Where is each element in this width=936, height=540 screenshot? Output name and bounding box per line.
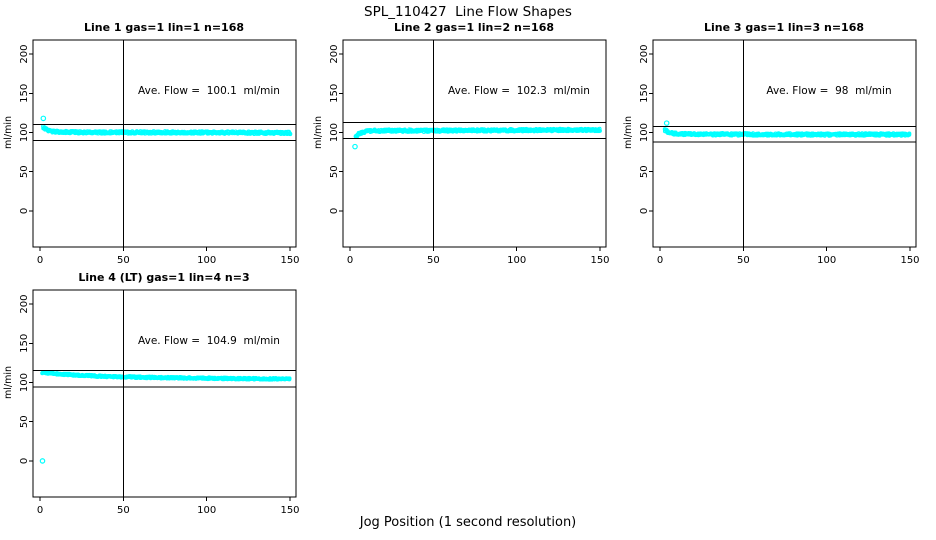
subplot-3-title: Line 3 gas=1 lin=3 n=168 [703, 21, 865, 34]
svg-text:200: 200 [19, 45, 30, 64]
svg-text:100: 100 [329, 123, 340, 142]
svg-text:100: 100 [817, 255, 836, 266]
svg-text:100: 100 [507, 255, 526, 266]
subplot-4: 0 50 100 150 0 50 100 150 200 ml/min [3, 289, 300, 516]
subplot-3: 0 50 100 150 0 50 100 150 200 ml/min [623, 39, 920, 266]
svg-text:150: 150 [639, 84, 650, 103]
svg-text:100: 100 [197, 505, 216, 516]
subplot-2: 0 50 100 150 0 50 100 150 200 ml/min [313, 39, 610, 266]
svg-text:0: 0 [639, 208, 650, 214]
svg-text:150: 150 [280, 255, 299, 266]
subplot-1: 0 50 100 150 0 50 100 150 200 ml/min [3, 39, 300, 266]
subplot-4-ave-flow-annotation: Ave. Flow = 104.9 ml/min [138, 335, 280, 347]
svg-text:150: 150 [900, 255, 919, 266]
svg-text:50: 50 [117, 255, 130, 266]
svg-text:50: 50 [117, 505, 130, 516]
svg-text:150: 150 [280, 505, 299, 516]
page-title: SPL_110427 Line Flow Shapes [364, 4, 572, 20]
svg-text:100: 100 [197, 255, 216, 266]
svg-text:ml/min: ml/min [623, 116, 634, 149]
svg-text:100: 100 [19, 373, 30, 392]
svg-text:50: 50 [427, 255, 440, 266]
subplot-2-title: Line 2 gas=1 lin=2 n=168 [393, 21, 555, 34]
svg-text:0: 0 [19, 208, 30, 214]
svg-text:0: 0 [37, 255, 43, 266]
svg-text:100: 100 [19, 123, 30, 142]
x-axis-label: Jog Position (1 second resolution) [359, 515, 577, 530]
subplot-3-ave-flow-annotation: Ave. Flow = 98 ml/min [766, 85, 892, 97]
svg-text:0: 0 [329, 208, 340, 214]
svg-text:150: 150 [329, 84, 340, 103]
svg-text:0: 0 [37, 505, 43, 516]
svg-text:ml/min: ml/min [3, 116, 14, 149]
svg-text:50: 50 [19, 415, 30, 428]
svg-text:200: 200 [639, 45, 650, 64]
subplot-1-title: Line 1 gas=1 lin=1 n=168 [83, 21, 245, 34]
svg-text:0: 0 [657, 255, 663, 266]
svg-text:0: 0 [19, 458, 30, 464]
svg-text:0: 0 [347, 255, 353, 266]
svg-text:150: 150 [590, 255, 609, 266]
svg-text:50: 50 [329, 165, 340, 178]
svg-text:50: 50 [19, 165, 30, 178]
svg-text:ml/min: ml/min [3, 366, 14, 399]
svg-text:200: 200 [19, 295, 30, 314]
svg-text:200: 200 [329, 45, 340, 64]
subplot-1-ave-flow-annotation: Ave. Flow = 100.1 ml/min [138, 85, 280, 97]
subplot-4-title: Line 4 (LT) gas=1 lin=4 n=3 [78, 271, 250, 284]
subplot-2-ave-flow-annotation: Ave. Flow = 102.3 ml/min [448, 85, 590, 97]
svg-text:50: 50 [737, 255, 750, 266]
svg-text:150: 150 [19, 84, 30, 103]
svg-text:50: 50 [639, 165, 650, 178]
svg-text:100: 100 [639, 123, 650, 142]
svg-text:ml/min: ml/min [313, 116, 324, 149]
svg-text:150: 150 [19, 334, 30, 353]
